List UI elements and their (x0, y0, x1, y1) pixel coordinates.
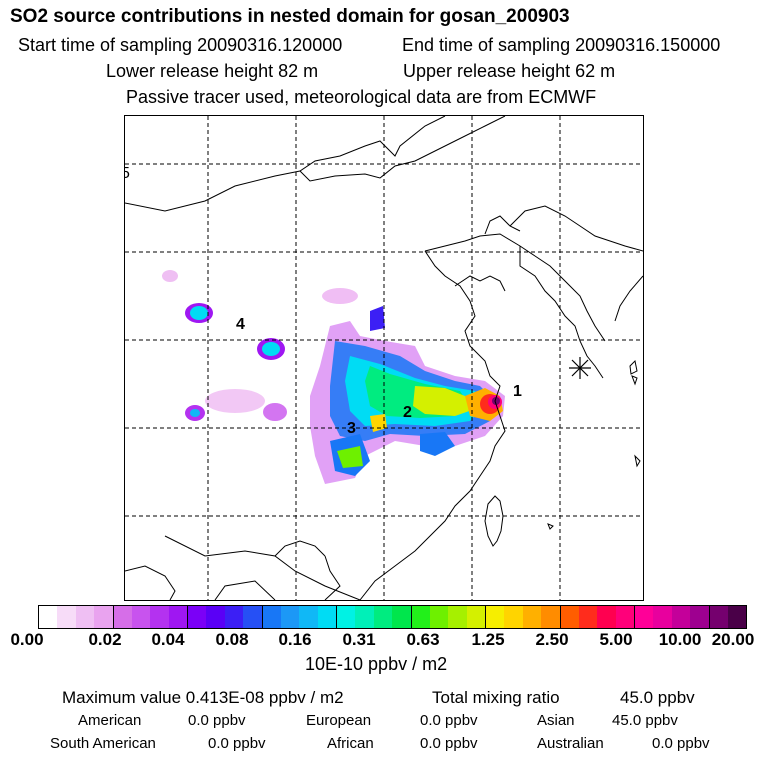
region-value-australian: 0.0 ppbv (652, 735, 710, 752)
coastline-borders (125, 116, 643, 600)
region-value-south-american: 0.0 ppbv (208, 735, 266, 752)
maximum-value: Maximum value 0.413E-08 ppbv / m2 (62, 688, 344, 707)
region-value-asian: 45.0 ppbv (612, 712, 678, 729)
colorbar-segment (355, 606, 374, 628)
colorbar-segment (206, 606, 225, 628)
source-label-4: 4 (236, 316, 245, 333)
region-name-south-american: South American (50, 735, 156, 752)
colorbar-tick: 5.00 (599, 630, 633, 649)
region-name-european: European (306, 712, 372, 729)
colorbar-segment (615, 606, 635, 628)
colorbar-segment (635, 606, 654, 628)
colorbar-segment (39, 606, 58, 628)
region-value-african: 0.0 ppbv (420, 735, 478, 752)
colorbar-segment (224, 606, 244, 628)
colorbar-segment (504, 606, 523, 628)
colorbar-segment (429, 606, 449, 628)
colorbar-segment (131, 606, 151, 628)
colorbar-tick: 1.25 (471, 630, 505, 649)
colorbar-tick: 0.08 (215, 630, 249, 649)
region-value-european: 0.0 ppbv (420, 712, 478, 729)
region-name-american: American (78, 712, 142, 729)
colorbar-units: 10E-10 ppbv / m2 (305, 654, 448, 674)
lat-lon-grid (125, 116, 643, 600)
colorbar-segment (560, 606, 579, 628)
region-name-african: African (327, 735, 374, 752)
colorbar-segment (337, 606, 356, 628)
colorbar-segment (541, 606, 561, 628)
map-canvas: 1 2 3 4 5 (125, 116, 643, 600)
total-mixing-ratio-value: 45.0 ppbv (620, 688, 695, 707)
source-label-1: 1 (513, 383, 522, 400)
colorbar-segment (94, 606, 114, 628)
colorbar-segment (709, 606, 728, 628)
total-mixing-ratio-label: Total mixing ratio (432, 688, 560, 707)
colorbar-segment (188, 606, 207, 628)
tracer-note: Passive tracer used, meteorological data… (126, 87, 597, 107)
upper-release-height: Upper release height 62 m (403, 61, 616, 81)
colorbar-segment (373, 606, 393, 628)
colorbar-segment (411, 606, 430, 628)
map-panel: 1 2 3 4 5 (124, 115, 644, 601)
colorbar-segment (486, 606, 505, 628)
colorbar-tick: 0.63 (406, 630, 440, 649)
source-label-2: 2 (403, 404, 412, 421)
colorbar-segment (671, 606, 691, 628)
receptor-star-icon (569, 357, 591, 379)
colorbar-tick: 0.02 (88, 630, 122, 649)
end-time: End time of sampling 20090316.150000 (402, 35, 721, 55)
colorbar-tick: 20.00 (711, 630, 755, 649)
colorbar-segment (597, 606, 616, 628)
colorbar-segment (168, 606, 188, 628)
colorbar-segment (653, 606, 672, 628)
region-name-australian: Australian (537, 735, 604, 752)
colorbar-segment (690, 606, 710, 628)
colorbar-tick: 0.31 (342, 630, 376, 649)
colorbar-segment (262, 606, 281, 628)
colorbar-segment (522, 606, 542, 628)
colorbar-segment (150, 606, 169, 628)
region-value-american: 0.0 ppbv (188, 712, 246, 729)
colorbar-segment (448, 606, 467, 628)
colorbar-tick: 10.00 (658, 630, 702, 649)
colorbar-tick: 0.04 (151, 630, 185, 649)
colorbar-segment (280, 606, 300, 628)
colorbar-segment (317, 606, 337, 628)
colorbar (38, 605, 747, 629)
edge-label-5: 5 (125, 165, 130, 182)
concentration-field (162, 270, 505, 484)
colorbar-segment (578, 606, 598, 628)
colorbar-segment (727, 606, 747, 628)
colorbar-segment (57, 606, 76, 628)
colorbar-tick: 0.00 (10, 630, 44, 649)
colorbar-segment (392, 606, 412, 628)
start-time: Start time of sampling 20090316.120000 (18, 35, 343, 55)
colorbar-segment (243, 606, 263, 628)
colorbar-segment (466, 606, 486, 628)
colorbar-tick: 2.50 (535, 630, 569, 649)
colorbar-tick: 0.16 (278, 630, 312, 649)
colorbar-segment (75, 606, 95, 628)
colorbar-segment (299, 606, 318, 628)
colorbar-segment (113, 606, 132, 628)
source-label-3: 3 (347, 420, 356, 437)
region-name-asian: Asian (537, 712, 575, 729)
plot-title: SO2 source contributions in nested domai… (10, 6, 570, 27)
lower-release-height: Lower release height 82 m (106, 61, 319, 81)
